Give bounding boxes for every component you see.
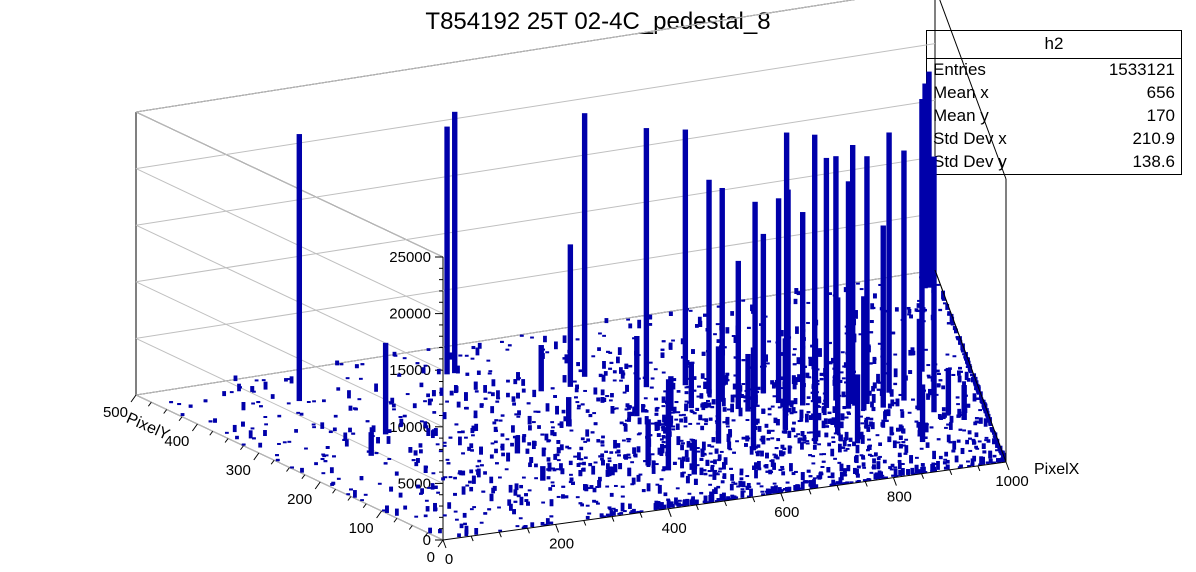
svg-text:800: 800 [887, 489, 912, 506]
svg-text:1000: 1000 [995, 473, 1028, 490]
svg-text:PixelX: PixelX [1034, 461, 1080, 478]
svg-text:20000: 20000 [389, 306, 431, 323]
svg-text:300: 300 [226, 462, 251, 479]
lego-plot: 0500010000150002000025000 02004006008001… [0, 0, 1196, 572]
svg-text:5000: 5000 [398, 475, 431, 492]
svg-text:500: 500 [103, 404, 128, 421]
svg-text:600: 600 [774, 504, 799, 521]
svg-text:100: 100 [349, 520, 374, 537]
svg-text:25000: 25000 [389, 249, 431, 266]
svg-text:400: 400 [662, 520, 687, 537]
svg-text:200: 200 [287, 491, 312, 508]
svg-text:0: 0 [445, 551, 453, 568]
svg-text:0: 0 [427, 549, 435, 566]
svg-text:200: 200 [549, 535, 574, 552]
svg-text:PixelY: PixelY [124, 410, 173, 444]
